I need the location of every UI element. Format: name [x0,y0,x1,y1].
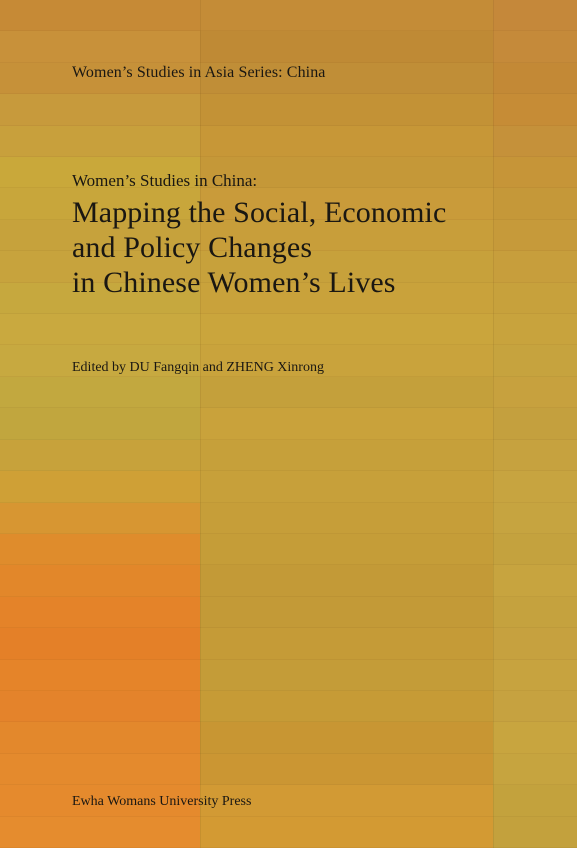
mosaic-tile [0,502,200,535]
mosaic-tile [493,471,577,503]
mosaic-tile [0,62,200,95]
mosaic-tile [0,722,200,755]
mosaic-tile [0,157,200,189]
mosaic-tile [493,125,577,158]
mosaic-tile [200,785,493,817]
mosaic-tile [200,376,493,409]
mosaic-tile [0,251,200,284]
mosaic-tile [493,314,577,346]
mosaic-tile [493,596,577,629]
mosaic-tile [200,596,493,629]
mosaic-tile [0,314,200,346]
mosaic-tile [200,408,493,441]
mosaic-tile [493,345,577,378]
mosaic-tile [200,31,493,64]
mosaic-tile [0,188,200,221]
mosaic-tile [0,785,200,817]
mosaic-tile [200,314,493,346]
mosaic-tile [200,471,493,503]
mosaic-tile [0,345,200,378]
mosaic-tile [493,722,577,755]
mosaic-tile [200,345,493,378]
mosaic-tile [0,31,200,64]
series-name: Women’s Studies in Asia Series: China [72,64,326,81]
mosaic-tile [0,0,200,32]
mosaic-tile [493,502,577,535]
editors-line: Edited by DU Fangqin and ZHENG Xinrong [72,360,324,375]
mosaic-tile [200,690,493,723]
mosaic-tile [200,628,493,660]
mosaic-tile [493,188,577,221]
mosaic-tile [200,816,493,848]
mosaic-tile [200,125,493,158]
mosaic-tile [0,753,200,786]
mosaic-tile [493,533,577,566]
mosaic-tile [200,157,493,189]
mosaic-tile [0,596,200,629]
mosaic-tile [493,628,577,660]
mosaic-tile [200,282,493,315]
mosaic-tile [0,533,200,566]
mosaic-tile [0,628,200,660]
mosaic-tile [0,690,200,723]
mosaic-tile [493,31,577,64]
title-line: Mapping the Social, Economic [72,196,447,229]
mosaic-tile [493,282,577,315]
mosaic-tile [200,753,493,786]
mosaic-tile [0,219,200,252]
mosaic-tile [493,565,577,598]
mosaic-tile [200,219,493,252]
mosaic-tile [493,753,577,786]
mosaic-tile [0,565,200,598]
mosaic-tile [0,471,200,503]
mosaic-tile [0,439,200,472]
mosaic-tile [493,157,577,189]
mosaic-tile [200,659,493,692]
mosaic-tile [493,408,577,441]
mosaic-tile [200,533,493,566]
mosaic-tile [0,659,200,692]
mosaic-tile [200,0,493,32]
mosaic-tile [200,251,493,284]
mosaic-tile [0,125,200,158]
mosaic-tile [493,0,577,32]
mosaic-tile [0,94,200,127]
mosaic-tile [200,188,493,221]
title-line: in Chinese Women’s Lives [72,266,396,299]
column-divider [493,0,494,848]
mosaic-tile [0,408,200,441]
title-line: and Policy Changes [72,231,313,264]
mosaic-tile [493,94,577,127]
book-subtitle: Women’s Studies in China: [72,171,258,190]
mosaic-tile [493,219,577,252]
mosaic-tile [493,439,577,472]
mosaic-tile [200,502,493,535]
mosaic-tile [200,722,493,755]
mosaic-tile [493,690,577,723]
mosaic-tile [200,439,493,472]
mosaic-tile [0,282,200,315]
column-divider [200,0,201,848]
mosaic-tile [0,816,200,848]
mosaic-tile [493,251,577,284]
mosaic-tile [0,376,200,409]
mosaic-tile [493,785,577,817]
book-title: Mapping the Social, Economic and Policy … [72,195,446,300]
mosaic-tile [493,376,577,409]
mosaic-tile [200,62,493,95]
mosaic-tile [493,659,577,692]
mosaic-tile [200,565,493,598]
publisher-name: Ewha Womans University Press [72,794,252,809]
mosaic-tile [493,62,577,95]
mosaic-tile [200,94,493,127]
